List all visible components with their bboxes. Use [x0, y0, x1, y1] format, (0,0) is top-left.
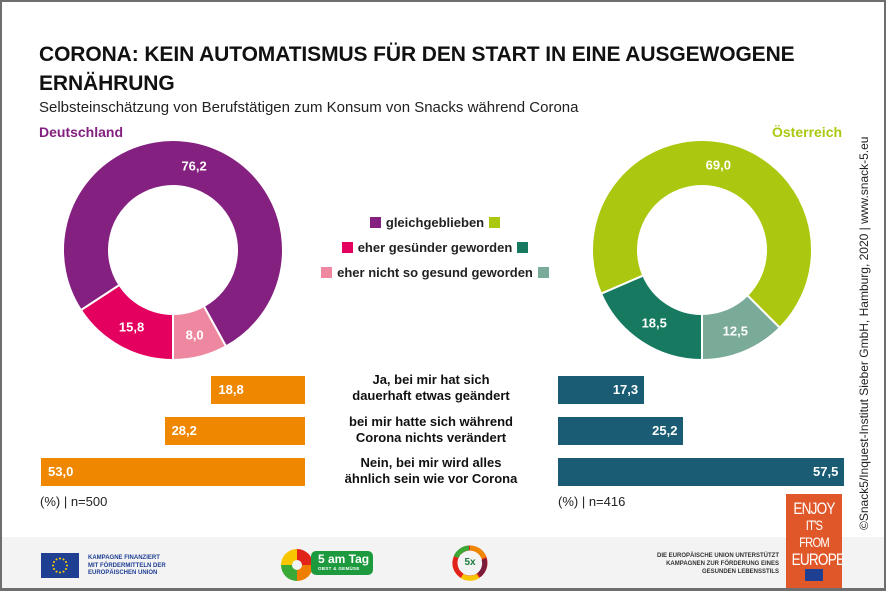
question-label: Ja, bei mir hat sich dauerhaft etwas geä… — [310, 372, 552, 404]
donut-segment-germany — [62, 139, 284, 348]
bar-germany: 28,2 — [164, 417, 305, 445]
question-line: ähnlich sein wie vor Corona — [344, 471, 518, 486]
sample-note-germany: (%) | n=500 — [40, 494, 108, 509]
legend-item-less-healthy: eher nicht so gesund geworden — [300, 260, 570, 285]
donut-value-label-austria: 12,5 — [723, 323, 748, 338]
legend-swatch-de-same — [369, 217, 381, 228]
bar-value-label: 57,5 — [813, 464, 839, 479]
donut-value-label-germany: 15,8 — [119, 320, 144, 335]
source-credit: ©Snack5/Inquest-Institut Sieber GmbH, Ha… — [857, 136, 871, 530]
five-a-day-title: 5 am Tag — [318, 552, 370, 566]
eu-funding-text: KAMPAGNE FINANZIERT MIT FÖRDERMITTELN DE… — [88, 555, 166, 578]
question-line: dauerhaft etwas geändert — [352, 388, 510, 403]
eu-support-line: DIE EUROPÄISCHE UNION UNTERSTÜTZT — [656, 553, 779, 559]
donut-value-label-germany: 8,0 — [186, 327, 204, 342]
enjoy-europe-logo: ENJOY IT'S FROM EUROPE — [786, 494, 845, 591]
eu-text-line: KAMPAGNE FINANZIERT — [88, 555, 160, 561]
eu-text-line: MIT FÖRDERMITTELN DER — [88, 562, 166, 569]
fivex-label: 5x — [464, 557, 476, 568]
donut-value-label-germany: 76,2 — [181, 159, 206, 174]
footer-band — [0, 537, 886, 591]
eu-flag-icon — [41, 553, 79, 578]
legend: gleichgeblieben eher gesünder geworden e… — [300, 210, 570, 285]
eu-flag-small-icon — [805, 569, 823, 581]
question-line: Corona nichts verändert — [355, 430, 507, 445]
legend-swatch-at-less-healthy — [537, 267, 549, 278]
donut-segment-austria — [591, 139, 813, 330]
legend-label: eher nicht so gesund geworden — [337, 265, 533, 280]
sample-note-austria: (%) | n=416 — [558, 494, 626, 509]
bar-germany: 18,8 — [211, 376, 305, 404]
bar-value-label: 17,3 — [612, 382, 639, 397]
bar-value-label: 28,2 — [171, 423, 197, 438]
enjoy-line: EUROPE — [791, 550, 845, 569]
bar-austria: 57,5 — [558, 458, 845, 486]
enjoy-line: ENJOY — [793, 499, 835, 518]
eu-support-line: KAMPAGNEN ZUR FÖRDERUNG EINES — [666, 561, 779, 567]
question-line: bei mir hatte sich während — [349, 414, 513, 429]
eu-support-line: GESUNDEN LEBENSSTILS — [701, 569, 779, 575]
bar-value-label: 53,0 — [48, 464, 74, 479]
chart-subtitle: Selbsteinschätzung von Berufstätigen zum… — [39, 99, 579, 116]
country-label-austria: Österreich — [772, 124, 843, 140]
question-line: Ja, bei mir hat sich — [372, 372, 490, 387]
bar-value-label: 18,8 — [218, 382, 244, 397]
question-label: bei mir hatte sich während Corona nichts… — [310, 414, 552, 446]
eu-support-text: DIE EUROPÄISCHE UNION UNTERSTÜTZT KAMPAG… — [600, 552, 779, 576]
five-a-day-logo-icon — [281, 549, 313, 581]
legend-swatch-at-healthier — [517, 242, 529, 253]
donut-segment-germany — [172, 304, 228, 362]
bar-value-label: 25,2 — [652, 423, 678, 438]
donut-segment-austria — [701, 293, 782, 362]
legend-swatch-at-same — [489, 217, 501, 228]
question-line: Nein, bei mir wird alles — [360, 455, 502, 470]
donut-value-label-austria: 18,5 — [642, 316, 667, 331]
legend-item-healthier: eher gesünder geworden — [300, 235, 570, 260]
five-a-day-badge: 5 am Tag OBST & GEMÜSE — [311, 551, 373, 575]
eu-text-line: EUROPÄISCHEN UNION — [88, 570, 158, 576]
chart-title: CORONA: KEIN AUTOMATISMUS FÜR DEN START … — [39, 43, 795, 95]
donut-value-label-austria: 69,0 — [706, 158, 731, 173]
legend-item-same: gleichgeblieben — [300, 210, 570, 235]
fivex-logo-icon: 5x — [452, 545, 488, 581]
legend-swatch-de-less-healthy — [321, 267, 333, 278]
question-label: Nein, bei mir wird alles ähnlich sein wi… — [310, 455, 552, 487]
legend-swatch-de-healthier — [341, 242, 353, 253]
country-label-germany: Deutschland — [39, 124, 124, 140]
enjoy-line: IT'S FROM — [799, 517, 830, 550]
legend-label: gleichgeblieben — [385, 215, 485, 230]
bar-germany: 53,0 — [41, 458, 305, 486]
bar-austria: 25,2 — [558, 417, 684, 445]
legend-label: eher gesünder geworden — [357, 240, 513, 255]
bar-austria: 17,3 — [558, 376, 645, 404]
five-a-day-subtitle: OBST & GEMÜSE — [318, 566, 360, 571]
